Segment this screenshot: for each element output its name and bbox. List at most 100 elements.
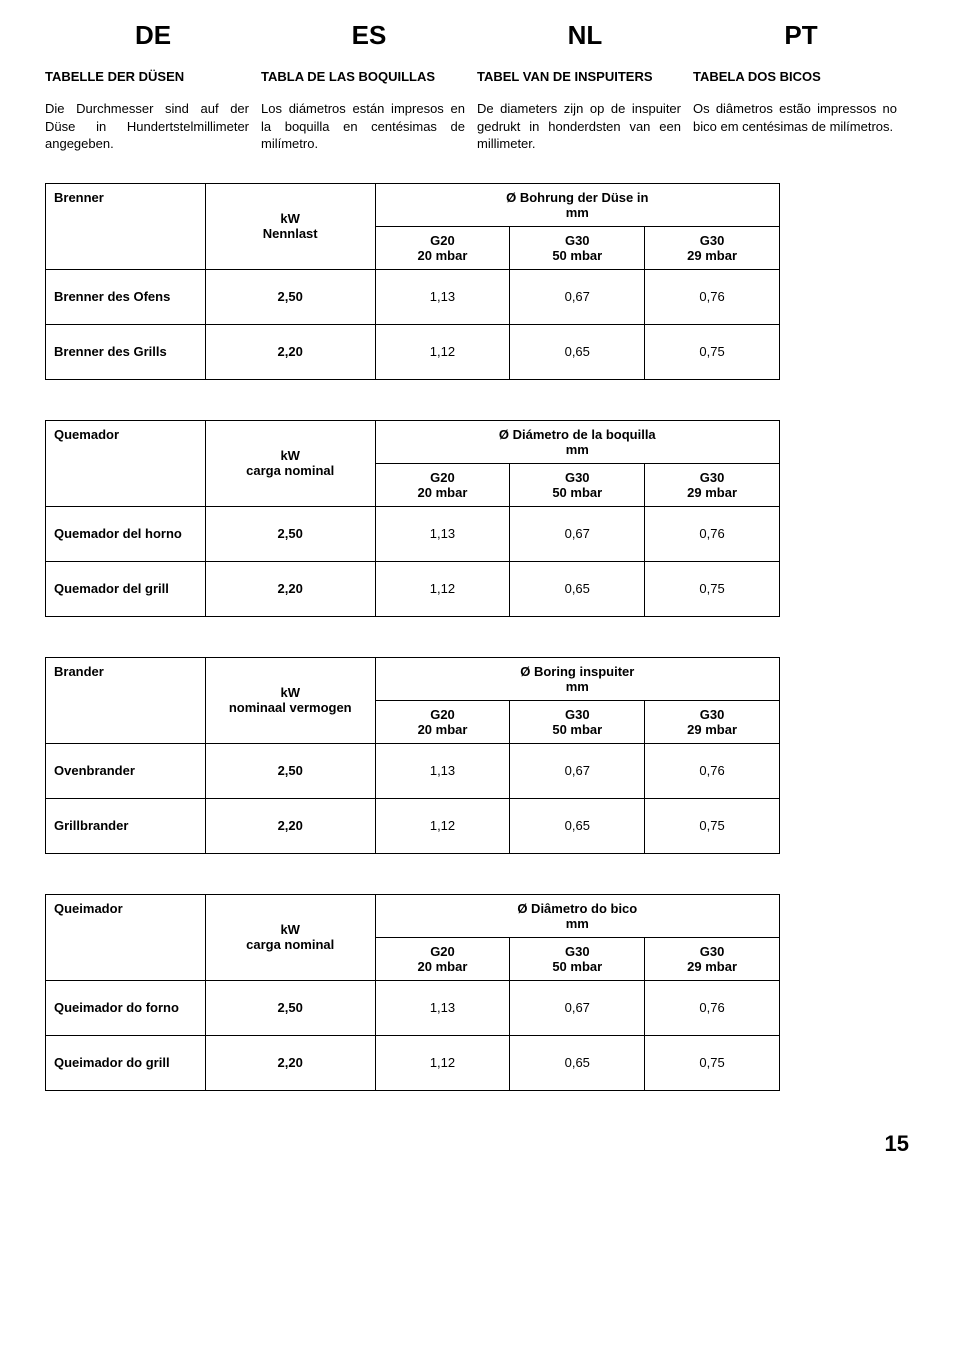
table-row: Brenner des Grills2,201,120,650,75: [46, 324, 780, 379]
cell-g20: 1,12: [375, 1035, 510, 1090]
table-kw-header: kWnominaal vermogen: [205, 657, 375, 743]
row-label: Grillbrander: [46, 798, 206, 853]
title-nl: TABEL VAN DE INSPUITERS: [477, 69, 693, 84]
diam-bot: mm: [566, 442, 589, 457]
gas-header: G2020 mbar: [375, 463, 510, 506]
gas-header: G2020 mbar: [375, 937, 510, 980]
table-row: Brenner des Ofens2,501,130,670,76: [46, 269, 780, 324]
cell-kw: 2,20: [205, 324, 375, 379]
diam-top: Ø Diâmetro do bico: [517, 901, 637, 916]
diam-top: Ø Bohrung der Düse in: [506, 190, 648, 205]
diam-bot: mm: [566, 916, 589, 931]
cell-kw: 2,20: [205, 561, 375, 616]
kw-bot: Nennlast: [263, 226, 318, 241]
diam-top: Ø Boring inspuiter: [520, 664, 634, 679]
page-number: 15: [45, 1131, 909, 1157]
cell-g20: 1,12: [375, 324, 510, 379]
title-de: TABELLE DER DÜSEN: [45, 69, 261, 84]
cell-g20: 1,13: [375, 269, 510, 324]
table-row: Quemador del grill2,201,120,650,75: [46, 561, 780, 616]
nozzle-table-0: BrennerkWNennlastØ Bohrung der Düse inmm…: [45, 183, 780, 380]
cell-g30a: 0,65: [510, 798, 645, 853]
title-es: TABLA DE LAS BOQUILLAS: [261, 69, 477, 84]
kw-top: kW: [280, 685, 300, 700]
cell-g30b: 0,75: [645, 1035, 780, 1090]
gas-header: G3050 mbar: [510, 937, 645, 980]
lang-es: ES: [261, 20, 477, 51]
table-diam-header: Ø Boring inspuitermm: [375, 657, 779, 700]
desc-nl: De diameters zijn op de inspuiter gedruk…: [477, 100, 693, 153]
cell-kw: 2,20: [205, 798, 375, 853]
cell-kw: 2,50: [205, 269, 375, 324]
kw-bot: carga nominal: [246, 463, 334, 478]
table-row: Grillbrander2,201,120,650,75: [46, 798, 780, 853]
lang-nl: NL: [477, 20, 693, 51]
kw-top: kW: [280, 922, 300, 937]
cell-kw: 2,50: [205, 980, 375, 1035]
cell-g20: 1,13: [375, 743, 510, 798]
gas-header: G3050 mbar: [510, 226, 645, 269]
table-row: Quemador del horno2,501,130,670,76: [46, 506, 780, 561]
diam-bot: mm: [566, 205, 589, 220]
cell-g30b: 0,75: [645, 561, 780, 616]
gas-header: G3029 mbar: [645, 463, 780, 506]
cell-g30b: 0,76: [645, 980, 780, 1035]
diam-top: Ø Diámetro de la boquilla: [499, 427, 656, 442]
table-col1-header: Brander: [46, 657, 206, 743]
cell-g30b: 0,76: [645, 269, 780, 324]
kw-bot: nominaal vermogen: [229, 700, 352, 715]
section-titles-row: TABELLE DER DÜSEN TABLA DE LAS BOQUILLAS…: [45, 69, 909, 84]
table-col1-header: Brenner: [46, 183, 206, 269]
table-diam-header: Ø Diâmetro do bicomm: [375, 894, 779, 937]
table-col1-header: Quemador: [46, 420, 206, 506]
diam-bot: mm: [566, 679, 589, 694]
cell-g30a: 0,65: [510, 324, 645, 379]
cell-g30a: 0,67: [510, 980, 645, 1035]
gas-header: G3050 mbar: [510, 700, 645, 743]
lang-de: DE: [45, 20, 261, 51]
cell-g20: 1,13: [375, 506, 510, 561]
gas-header: G2020 mbar: [375, 700, 510, 743]
nozzle-table-2: BranderkWnominaal vermogenØ Boring inspu…: [45, 657, 780, 854]
table-diam-header: Ø Bohrung der Düse inmm: [375, 183, 779, 226]
table-kw-header: kWcarga nominal: [205, 894, 375, 980]
kw-top: kW: [280, 448, 300, 463]
kw-bot: carga nominal: [246, 937, 334, 952]
cell-g30a: 0,67: [510, 743, 645, 798]
cell-g30a: 0,65: [510, 561, 645, 616]
cell-g20: 1,12: [375, 561, 510, 616]
gas-header: G3029 mbar: [645, 700, 780, 743]
desc-es: Los diámetros están impresos en la boqui…: [261, 100, 477, 153]
cell-kw: 2,50: [205, 506, 375, 561]
description-row: Die Durchmesser sind auf der Düse in Hun…: [45, 100, 909, 153]
table-kw-header: kWNennlast: [205, 183, 375, 269]
title-pt: TABELA DOS BICOS: [693, 69, 909, 84]
cell-g20: 1,12: [375, 798, 510, 853]
table-kw-header: kWcarga nominal: [205, 420, 375, 506]
row-label: Queimador do forno: [46, 980, 206, 1035]
cell-g20: 1,13: [375, 980, 510, 1035]
table-row: Ovenbrander2,501,130,670,76: [46, 743, 780, 798]
table-col1-header: Queimador: [46, 894, 206, 980]
row-label: Quemador del horno: [46, 506, 206, 561]
table-row: Queimador do grill2,201,120,650,75: [46, 1035, 780, 1090]
cell-g30b: 0,76: [645, 506, 780, 561]
gas-header: G3050 mbar: [510, 463, 645, 506]
cell-kw: 2,20: [205, 1035, 375, 1090]
row-label: Brenner des Grills: [46, 324, 206, 379]
nozzle-table-3: QueimadorkWcarga nominalØ Diâmetro do bi…: [45, 894, 780, 1091]
cell-kw: 2,50: [205, 743, 375, 798]
row-label: Quemador del grill: [46, 561, 206, 616]
cell-g30a: 0,67: [510, 506, 645, 561]
table-diam-header: Ø Diámetro de la boquillamm: [375, 420, 779, 463]
lang-pt: PT: [693, 20, 909, 51]
cell-g30b: 0,75: [645, 798, 780, 853]
gas-header: G2020 mbar: [375, 226, 510, 269]
gas-header: G3029 mbar: [645, 226, 780, 269]
table-row: Queimador do forno2,501,130,670,76: [46, 980, 780, 1035]
desc-pt: Os diâmetros estão impressos no bico em …: [693, 100, 909, 153]
row-label: Ovenbrander: [46, 743, 206, 798]
nozzle-table-1: QuemadorkWcarga nominalØ Diámetro de la …: [45, 420, 780, 617]
cell-g30b: 0,75: [645, 324, 780, 379]
cell-g30a: 0,67: [510, 269, 645, 324]
